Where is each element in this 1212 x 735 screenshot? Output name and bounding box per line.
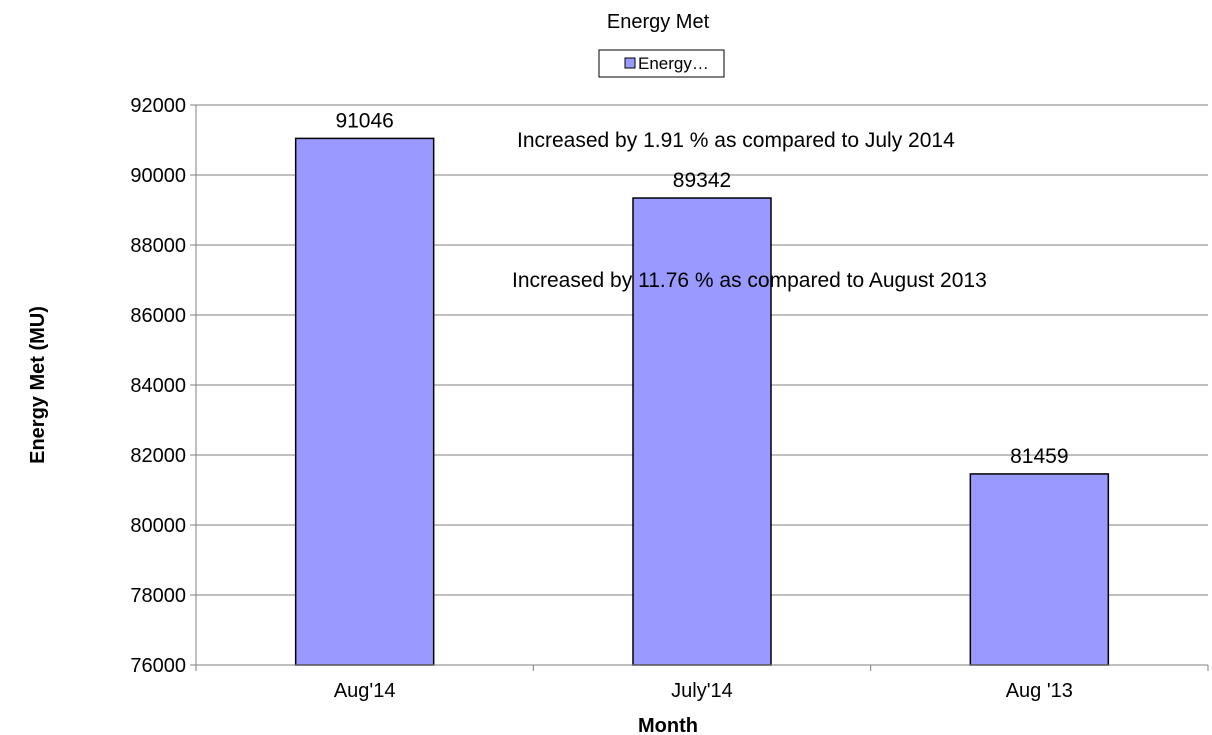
- bar: [632, 197, 772, 666]
- x-tick-label: Aug '13: [1006, 680, 1073, 702]
- data-label: 89342: [673, 169, 731, 192]
- y-tick-label: 90000: [130, 165, 186, 187]
- legend-swatch: [624, 57, 636, 69]
- data-label: 81459: [1010, 445, 1068, 468]
- y-tick-label: 82000: [130, 445, 186, 467]
- x-tick-label: July'14: [671, 680, 733, 702]
- annotation-august: Increased by 11.76 % as compared to Augu…: [512, 269, 987, 292]
- bar: [294, 137, 435, 666]
- x-tick-label: Aug'14: [334, 680, 396, 702]
- legend-box: [598, 49, 725, 78]
- y-tick-label: 80000: [130, 515, 186, 537]
- data-label: 91046: [335, 109, 393, 132]
- y-axis-title: Energy Met (MU): [27, 306, 49, 464]
- y-tick-label: 88000: [130, 235, 186, 257]
- y-tick-label: 92000: [130, 95, 186, 117]
- y-tick-label: 78000: [130, 585, 186, 607]
- bar: [969, 473, 1110, 666]
- y-tick-label: 76000: [130, 655, 186, 677]
- y-tick-label: 84000: [130, 375, 186, 397]
- y-tick-label: 86000: [130, 305, 186, 327]
- bars: [294, 137, 1110, 666]
- x-axis-title: Month: [638, 715, 698, 735]
- labels: 76000 78000 80000 82000 84000 86000 88000 90000…: [130, 95, 1073, 702]
- annotation-july: Increased by 1.91 % as compared to July …: [517, 129, 955, 152]
- axes: [190, 104, 1209, 671]
- legend-label: Energy…: [638, 54, 709, 73]
- chart-title: Energy Met: [607, 11, 710, 33]
- legend: Energy…: [598, 49, 725, 78]
